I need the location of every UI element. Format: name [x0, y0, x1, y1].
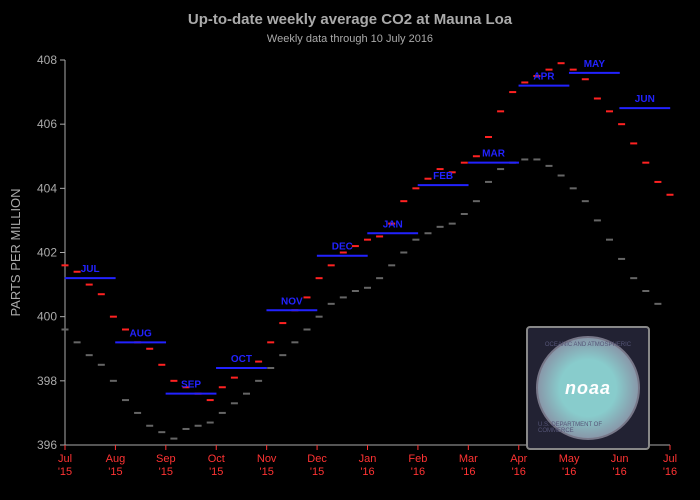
x-tick-year: '15 [259, 466, 273, 478]
monthly-mean-label: JUL [81, 264, 100, 275]
x-tick-year: '15 [159, 466, 173, 478]
x-tick-year: '16 [612, 466, 626, 478]
x-tick-month: Dec [307, 453, 327, 465]
monthly-mean-label: FEB [433, 171, 453, 182]
x-tick-month: Sep [156, 453, 176, 465]
monthly-mean-label: OCT [231, 354, 252, 365]
x-tick-month: Jan [359, 453, 377, 465]
y-tick-label: 396 [37, 438, 57, 452]
x-tick-year: '16 [360, 466, 374, 478]
monthly-mean-label: AUG [130, 328, 152, 339]
chart-subtitle: Weekly data through 10 July 2016 [267, 33, 433, 45]
monthly-mean-label: JAN [383, 219, 403, 230]
x-tick-month: Nov [257, 453, 277, 465]
x-tick-year: '16 [512, 466, 526, 478]
y-tick-label: 402 [37, 246, 57, 260]
noaa-logo: noaa OCEANIC AND ATMOSPHERIC U.S. DEPART… [526, 326, 650, 450]
x-tick-year: '16 [461, 466, 475, 478]
logo-top-text: OCEANIC AND ATMOSPHERIC [545, 342, 631, 348]
y-tick-label: 406 [37, 117, 57, 131]
monthly-mean-label: MAR [482, 149, 506, 160]
y-tick-label: 398 [37, 374, 57, 388]
x-tick-month: May [559, 453, 580, 465]
monthly-mean-label: JUN [635, 94, 655, 105]
x-tick-year: '15 [310, 466, 324, 478]
x-tick-year: '16 [562, 466, 576, 478]
x-tick-month: Jul [58, 453, 72, 465]
y-tick-label: 408 [37, 53, 57, 67]
y-tick-label: 400 [37, 310, 57, 324]
x-tick-month: Aug [106, 453, 126, 465]
x-tick-month: Feb [408, 453, 427, 465]
x-tick-month: Mar [459, 453, 478, 465]
x-tick-month: Jun [611, 453, 629, 465]
y-axis-label: PARTS PER MILLION [8, 188, 23, 316]
x-tick-month: Apr [510, 453, 527, 465]
x-tick-year: '15 [58, 466, 72, 478]
logo-bottom-text: U.S. DEPARTMENT OF COMMERCE [538, 422, 638, 434]
x-tick-month: Jul [663, 453, 677, 465]
y-tick-label: 404 [37, 181, 57, 195]
x-tick-year: '16 [663, 466, 677, 478]
monthly-mean-label: APR [533, 72, 555, 83]
monthly-mean-label: NOV [281, 296, 303, 307]
x-tick-year: '15 [108, 466, 122, 478]
monthly-mean-label: MAY [584, 59, 606, 70]
chart-title: Up-to-date weekly average CO2 at Mauna L… [188, 11, 513, 28]
monthly-mean-label: SEP [181, 380, 201, 391]
x-tick-month: Oct [208, 453, 225, 465]
logo-main-text: noaa [565, 378, 611, 399]
monthly-mean-label: DEC [332, 242, 353, 253]
x-tick-year: '16 [411, 466, 425, 478]
x-tick-year: '15 [209, 466, 223, 478]
